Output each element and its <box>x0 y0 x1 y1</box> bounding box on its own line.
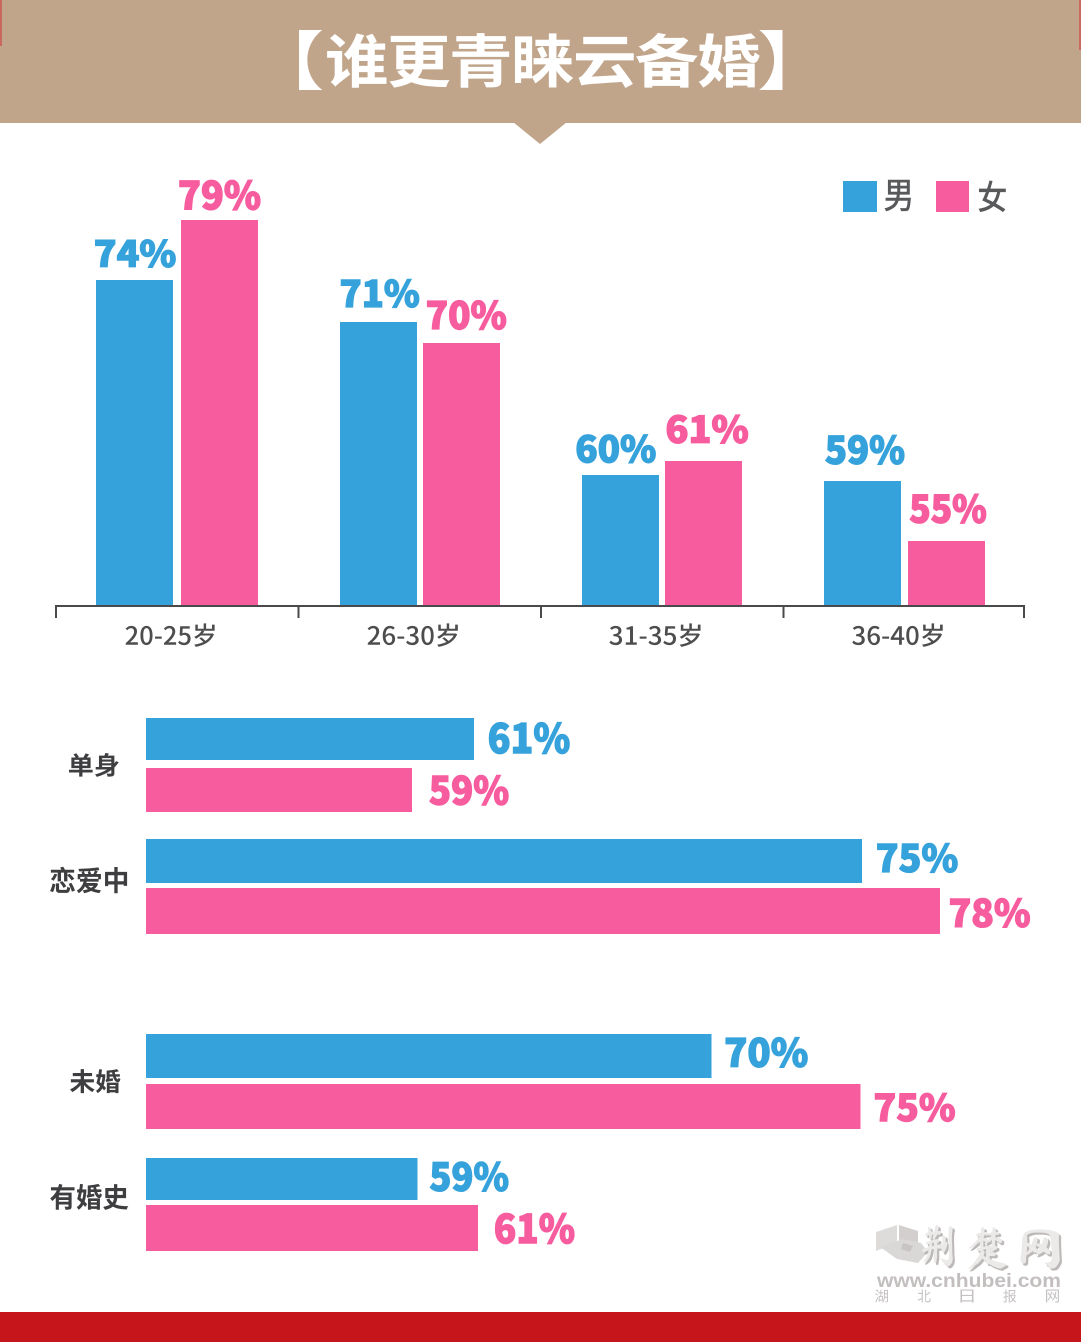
svg-text:www.cnhubei.com: www.cnhubei.com <box>876 1271 1061 1292</box>
svg-text:www.cnhubei.com: www.cnhubei.com <box>874 1269 1059 1290</box>
